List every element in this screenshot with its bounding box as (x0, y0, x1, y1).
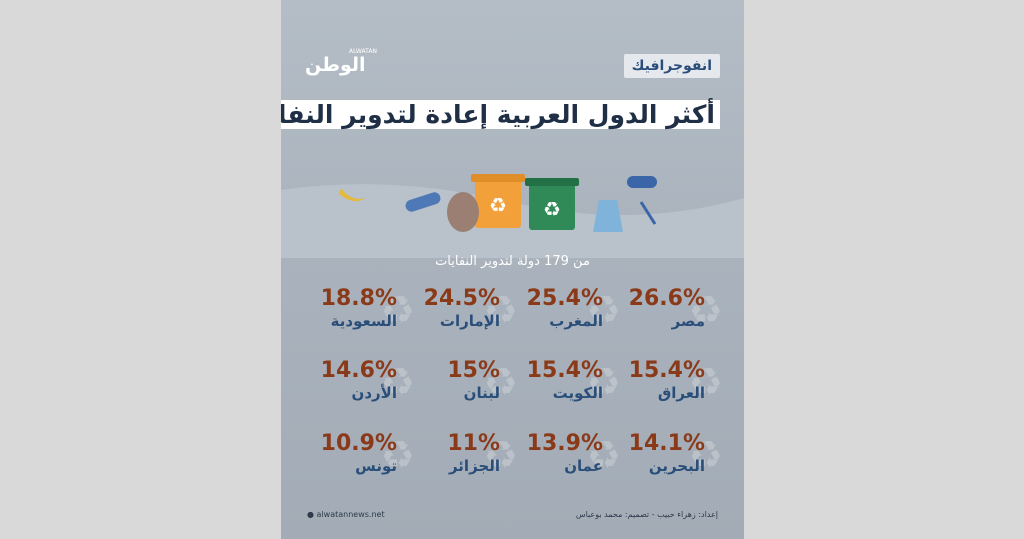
country-cell: 14.6% الأردن (297, 358, 397, 403)
website-link[interactable]: ● alwatannews.net (307, 510, 385, 519)
country-name: مصر (671, 312, 705, 330)
recycle-watermark-icon: ♻ (586, 288, 621, 332)
country-name: البحرين (648, 457, 705, 475)
recycle-watermark-icon: ♻ (586, 433, 621, 477)
bottle-icon (405, 192, 441, 212)
country-value: 15.4% (526, 358, 603, 383)
can-icon (627, 176, 657, 188)
country-cell: 25.4% المغرب (503, 286, 603, 331)
logo-small-text: ALWATAN (349, 48, 377, 55)
country-value: 13.9% (526, 431, 603, 456)
recycle-watermark-icon: ♻ (586, 360, 621, 404)
green-recycle-bin-icon: ♻ (525, 178, 579, 230)
credits-text: إعداد: زهراء حبيب - تصميم: محمد بوعباس (575, 510, 718, 519)
country-name: عمان (564, 457, 603, 475)
infographic-tag: انفوجرافيك (623, 54, 720, 78)
country-cell: 15.4% الكويت (503, 358, 603, 403)
country-name: الإمارات (439, 312, 500, 330)
page-title: أكثر الدول العربية إعادة لتدوير النفايات (281, 100, 720, 129)
country-cell: 26.6% مصر (605, 286, 705, 331)
country-value: 10.9% (320, 431, 397, 456)
infographic-card: الوطن ALWATAN انفوجرافيك أكثر الدول العر… (281, 0, 744, 539)
svg-text:♻: ♻ (489, 193, 507, 217)
country-value: 18.8% (320, 286, 397, 311)
recycle-watermark-icon: ♻ (380, 360, 415, 404)
orange-recycle-bin-icon: ♻ (471, 174, 525, 228)
logo-text: الوطن (305, 54, 366, 76)
country-cell: 15.4% العراق (605, 358, 705, 403)
website-text: alwatannews.net (316, 510, 385, 519)
broom-icon (639, 201, 657, 225)
country-value: 24.5% (423, 286, 500, 311)
country-value: 15% (447, 358, 500, 383)
country-cell: 10.9% تونس (297, 431, 397, 476)
country-name: تونس (355, 457, 397, 475)
recycle-watermark-icon: ♻ (380, 288, 415, 332)
country-cell: 15% لبنان (400, 358, 500, 403)
country-cell: 24.5% الإمارات (400, 286, 500, 331)
country-name: السعودية (330, 312, 397, 330)
alwatan-logo: الوطن ALWATAN (305, 48, 377, 76)
recycle-watermark-icon: ♻ (688, 433, 723, 477)
title-text: أكثر الدول العربية إعادة لتدوير النفايات (281, 100, 720, 129)
banana-peel-icon (339, 188, 365, 202)
recycle-watermark-icon: ♻ (483, 433, 518, 477)
country-value: 14.1% (628, 431, 705, 456)
recycle-watermark-icon: ♻ (483, 360, 518, 404)
trash-bag-icon (447, 192, 479, 232)
recycle-watermark-icon: ♻ (688, 360, 723, 404)
country-cell: 13.9% عمان (503, 431, 603, 476)
country-value: 26.6% (628, 286, 705, 311)
recycle-watermark-icon: ♻ (483, 288, 518, 332)
chart-subtitle: من 179 دولة لتدوير النفايات (435, 254, 590, 269)
country-cell: 18.8% السعودية (297, 286, 397, 331)
country-value: 15.4% (628, 358, 705, 383)
country-name: العراق (657, 384, 705, 402)
recycle-watermark-icon: ♻ (380, 433, 415, 477)
country-name: لبنان (463, 384, 500, 402)
country-name: الأردن (351, 384, 397, 402)
country-value: 14.6% (320, 358, 397, 383)
country-value: 11% (447, 431, 500, 456)
country-name: الجزائر (448, 457, 500, 475)
recycling-illustration: ♻ ♻ (281, 174, 744, 258)
country-grid: ♻ 26.6% مصر ♻ 25.4% المغرب ♻ 24.5% الإمارات ♻ 18.8… (281, 0, 744, 539)
country-name: الكويت (552, 384, 603, 402)
country-cell: 11% الجزائر (400, 431, 500, 476)
plastic-bag-icon (593, 200, 623, 232)
country-name: المغرب (549, 312, 603, 330)
country-value: 25.4% (526, 286, 603, 311)
recycle-watermark-icon: ♻ (688, 288, 723, 332)
country-cell: 14.1% البحرين (605, 431, 705, 476)
svg-text:♻: ♻ (543, 197, 561, 221)
